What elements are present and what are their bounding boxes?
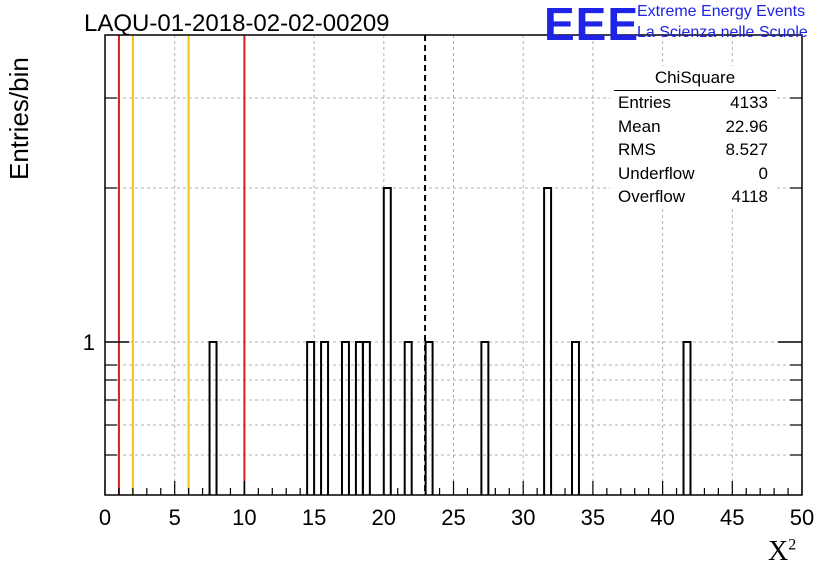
x-axis-label-superscript: 2 [788, 536, 797, 554]
histogram-bar [208, 341, 218, 495]
logo-line-1: Extreme Energy Events [637, 3, 806, 20]
histogram-bars [208, 187, 692, 495]
x-tick-label: 10 [232, 505, 256, 530]
x-tick-label: 0 [99, 505, 111, 530]
y-tick-label: 1 [83, 330, 95, 355]
stats-row-entries: Entries 4133 [610, 91, 776, 115]
x-tick-label: 35 [581, 505, 605, 530]
stats-label: Mean [618, 116, 661, 136]
x-tick-label: 50 [790, 505, 814, 530]
stats-label: Overflow [618, 187, 686, 206]
reference-lines [117, 35, 427, 495]
stats-box: ChiSquare Entries 4133 Mean 22.96 RMS 8.… [610, 66, 776, 209]
histogram-bar [382, 187, 392, 495]
x-axis-label: X2 [768, 536, 796, 568]
histogram-bar [320, 341, 330, 495]
x-tick-label: 5 [169, 505, 181, 530]
stats-value: 0 [758, 163, 768, 183]
histogram-bar [424, 341, 434, 495]
stats-row-overflow: Overflow 4118 [610, 185, 776, 209]
stats-label: Underflow [618, 163, 695, 183]
histogram-bar [480, 341, 490, 495]
histogram-bar [403, 341, 413, 495]
stats-title: ChiSquare [614, 66, 776, 91]
stats-label: Entries [618, 93, 671, 112]
x-tick-label: 30 [511, 505, 535, 530]
x-tick-label: 15 [302, 505, 326, 530]
stats-value: 8.527 [725, 140, 768, 159]
y-axis-label: Entries/bin [4, 57, 34, 180]
x-tick-label: 45 [720, 505, 744, 530]
stats-row-rms: RMS 8.527 [610, 138, 776, 162]
stats-row-underflow: Underflow 0 [610, 162, 776, 186]
x-axis-label-base: X [768, 536, 789, 567]
x-tick-label: 40 [650, 505, 674, 530]
histogram-bar [543, 187, 553, 495]
histogram-bar [682, 341, 692, 495]
stats-value: 4133 [730, 93, 768, 112]
histogram-bar [340, 341, 350, 495]
x-axis-ticks: 0 5 10 15 20 25 30 35 40 45 50 [99, 481, 814, 530]
stats-value: 4118 [731, 187, 768, 206]
x-tick-label: 20 [372, 505, 396, 530]
logo-line-2: La Scienza nelle Scuole [637, 24, 808, 41]
stats-label: RMS [618, 140, 656, 159]
x-tick-label: 25 [441, 505, 465, 530]
histogram-bar [361, 341, 371, 495]
eee-logo: EEE [544, 0, 640, 50]
y-axis-ticks: 1 [83, 97, 802, 456]
chart-title: LAQU-01-2018-02-02-00209 [84, 10, 390, 37]
stats-row-mean: Mean 22.96 [610, 115, 776, 139]
histogram-bar [570, 341, 580, 495]
stats-value: 22.96 [725, 116, 768, 136]
histogram-bar [306, 341, 316, 495]
